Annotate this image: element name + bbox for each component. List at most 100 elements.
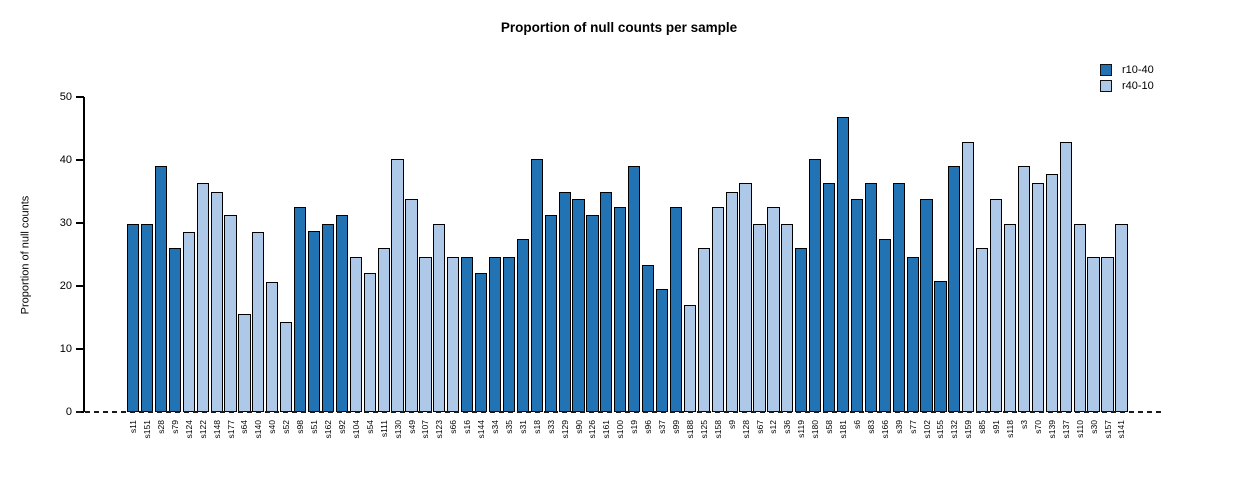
bar-s33 bbox=[544, 215, 557, 412]
x-axis-label-s148: s148 bbox=[211, 420, 222, 439]
x-axis-label-s67: s67 bbox=[754, 420, 765, 434]
x-axis-label-s3: s3 bbox=[1018, 420, 1029, 429]
legend-swatch-r40-10 bbox=[1100, 80, 1112, 92]
x-axis-label-s122: s122 bbox=[197, 420, 208, 439]
bar-s77 bbox=[906, 257, 919, 412]
x-axis-label-s77: s77 bbox=[907, 420, 918, 434]
x-axis-label-s128: s128 bbox=[740, 420, 751, 439]
bar-s124 bbox=[182, 231, 195, 412]
bar-s40 bbox=[266, 281, 279, 412]
x-axis-label-s98: s98 bbox=[295, 420, 306, 434]
bar-s3 bbox=[1017, 166, 1031, 412]
x-axis-label-s139: s139 bbox=[1046, 420, 1057, 439]
legend-item: r40-10 bbox=[1100, 78, 1154, 94]
x-axis-label-s126: s126 bbox=[587, 420, 598, 439]
bar-s66 bbox=[447, 257, 460, 412]
bar-s119 bbox=[795, 247, 808, 412]
legend-label: r10-40 bbox=[1122, 64, 1154, 76]
bar-s110 bbox=[1073, 224, 1086, 412]
bar-s144 bbox=[475, 272, 488, 412]
x-axis-label-s34: s34 bbox=[490, 420, 501, 434]
x-axis-label-s124: s124 bbox=[183, 420, 194, 439]
x-axis-label-s30: s30 bbox=[1088, 420, 1099, 434]
x-axis-label-s11: s11 bbox=[128, 420, 139, 434]
bar-s52 bbox=[280, 321, 293, 412]
bar-s159 bbox=[962, 141, 975, 412]
bar-s83 bbox=[864, 182, 877, 412]
x-axis-label-s140: s140 bbox=[253, 420, 264, 439]
bar-s188 bbox=[683, 304, 696, 412]
x-axis-label-s79: s79 bbox=[169, 420, 180, 434]
bar-s90 bbox=[572, 199, 585, 412]
bar-s139 bbox=[1045, 173, 1058, 412]
bar-s157 bbox=[1101, 257, 1114, 412]
x-axis-label-s130: s130 bbox=[392, 420, 403, 439]
bar-s54 bbox=[363, 272, 376, 412]
bar-s118 bbox=[1003, 224, 1017, 412]
bar-s111 bbox=[377, 247, 390, 412]
bar-s155 bbox=[934, 280, 947, 412]
bar-s49 bbox=[405, 199, 418, 412]
x-axis-label-s91: s91 bbox=[991, 420, 1002, 434]
x-axis-label-s188: s188 bbox=[684, 420, 695, 439]
bar-s92 bbox=[335, 215, 348, 412]
bar-s158 bbox=[711, 207, 724, 412]
bar-s180 bbox=[809, 158, 822, 412]
x-axis-label-s92: s92 bbox=[336, 420, 347, 434]
bar-s6 bbox=[850, 199, 864, 412]
x-axis-label-s119: s119 bbox=[796, 420, 807, 438]
x-axis-label-s85: s85 bbox=[977, 420, 988, 434]
bar-s125 bbox=[697, 247, 710, 412]
x-axis-label-s39: s39 bbox=[893, 420, 904, 434]
bar-s181 bbox=[836, 116, 850, 412]
bar-s161 bbox=[600, 191, 613, 412]
y-axis-title-wrap: Proportion of null counts bbox=[0, 97, 50, 412]
bar-s141 bbox=[1115, 224, 1128, 412]
x-axis-label-s9: s9 bbox=[726, 420, 737, 429]
bar-s19 bbox=[628, 166, 641, 412]
bar-s28 bbox=[154, 166, 168, 412]
bar-s31 bbox=[516, 239, 529, 412]
bar-s34 bbox=[488, 257, 502, 412]
x-axis-label-s54: s54 bbox=[364, 420, 375, 434]
bar-s166 bbox=[878, 239, 891, 412]
bar-s122 bbox=[196, 182, 209, 412]
bar-s12 bbox=[767, 207, 780, 412]
x-axis-label-s28: s28 bbox=[155, 420, 166, 434]
x-axis-label-s102: s102 bbox=[921, 420, 932, 439]
x-axis-label-s37: s37 bbox=[657, 420, 668, 434]
x-axis-label-s155: s155 bbox=[935, 420, 946, 439]
x-axis-label-s40: s40 bbox=[267, 420, 278, 434]
legend-label: r40-10 bbox=[1122, 80, 1154, 92]
bar-s162 bbox=[321, 224, 335, 412]
y-axis-tick bbox=[76, 348, 84, 350]
x-axis-label-s151: s151 bbox=[142, 420, 153, 439]
bar-s37 bbox=[655, 288, 669, 412]
legend: r10-40 r40-10 bbox=[1100, 62, 1154, 94]
x-axis-label-s58: s58 bbox=[824, 420, 835, 434]
x-axis-label-s118: s118 bbox=[1005, 420, 1016, 438]
x-axis-label-s144: s144 bbox=[476, 420, 487, 439]
bar-s129 bbox=[558, 191, 571, 412]
y-axis-tick-label: 40 bbox=[59, 153, 72, 166]
x-axis-label-s64: s64 bbox=[239, 420, 250, 434]
y-axis-tick-label: 0 bbox=[65, 405, 72, 418]
x-axis-label-s52: s52 bbox=[281, 420, 292, 434]
x-axis-label-s181: s181 bbox=[838, 420, 849, 439]
x-axis-label-s51: s51 bbox=[309, 420, 320, 434]
x-axis-label-s141: s141 bbox=[1116, 420, 1127, 439]
bar-s100 bbox=[614, 207, 627, 412]
bar-s85 bbox=[976, 247, 989, 412]
bar-s151 bbox=[140, 224, 154, 412]
bar-s140 bbox=[252, 231, 265, 412]
bar-s39 bbox=[892, 182, 905, 412]
bar-s58 bbox=[823, 182, 836, 412]
x-axis-label-s125: s125 bbox=[698, 420, 709, 439]
x-axis-label-s49: s49 bbox=[406, 420, 417, 434]
x-axis-label-s83: s83 bbox=[865, 420, 876, 434]
x-axis-label-s177: s177 bbox=[225, 420, 236, 439]
bar-s177 bbox=[224, 215, 237, 412]
bar-s102 bbox=[920, 199, 933, 412]
bar-s16 bbox=[461, 257, 474, 412]
chart-title: Proportion of null counts per sample bbox=[500, 20, 738, 35]
